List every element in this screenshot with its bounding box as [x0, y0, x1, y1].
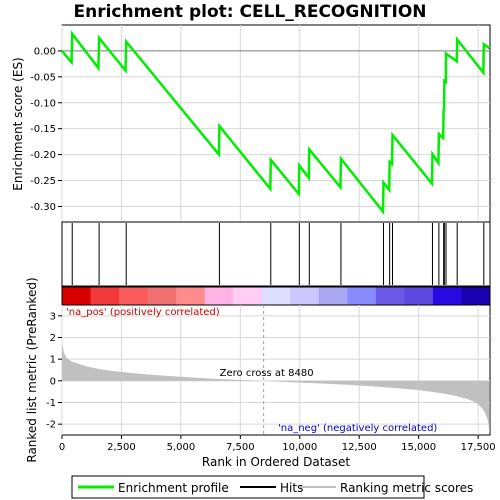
ranking-metric-area: [62, 342, 490, 434]
gradient-segment: [461, 287, 491, 305]
metric-tick-label: 2: [50, 333, 56, 344]
es-tick-label: -0.20: [30, 150, 56, 161]
metric-tick-label: 1: [50, 355, 56, 366]
gradient-segment: [90, 287, 120, 305]
metric-tick-label: 3: [50, 311, 56, 322]
gradient-segment: [147, 287, 177, 305]
gradient-segment: [404, 287, 434, 305]
zero-cross-label: Zero cross at 8480: [220, 368, 314, 379]
x-tick-label: 10,000: [282, 442, 317, 453]
gradient-segment: [318, 287, 348, 305]
metric-tick-label: -1: [46, 398, 56, 409]
hits-panel-frame: [61, 221, 491, 287]
gradient-segment: [432, 287, 462, 305]
gradient-segment: [62, 287, 92, 305]
x-axis-label: Rank in Ordered Dataset: [202, 455, 350, 469]
x-tick-label: 12,500: [342, 442, 377, 453]
ranking-gradient-bar: [62, 287, 491, 305]
metric-tick-label: 0: [50, 376, 56, 387]
gradient-segment: [204, 287, 234, 305]
positive-correlation-label: 'na_pos' (positively correlated): [66, 307, 220, 318]
gradient-segment: [347, 287, 377, 305]
es-tick-label: -0.15: [30, 124, 56, 135]
x-tick-label: 17,500: [461, 442, 496, 453]
legend-profile-label: Enrichment profile: [118, 481, 229, 495]
legend-metric-label: Ranking metric scores: [340, 481, 473, 495]
negative-correlation-label: 'na_neg' (negatively correlated): [278, 423, 437, 434]
gradient-segment: [233, 287, 263, 305]
es-tick-label: -0.25: [30, 176, 56, 187]
gradient-segment: [119, 287, 149, 305]
es-tick-label: -0.10: [30, 98, 56, 109]
chart-title: Enrichment plot: CELL_RECOGNITION: [73, 2, 426, 22]
x-tick-label: 5,000: [167, 442, 196, 453]
enrichment-profile-line: [61, 30, 491, 216]
gradient-segment: [290, 287, 320, 305]
gradient-segment: [176, 287, 206, 305]
legend-hits-label: Hits: [280, 481, 303, 495]
x-tick-label: 7,500: [226, 442, 255, 453]
es-y-axis-label: Enrichment score (ES): [11, 57, 25, 190]
es-tick-label: 0.00: [34, 46, 56, 57]
x-tick-label: 0: [59, 442, 65, 453]
gradient-segment: [261, 287, 291, 305]
x-tick-label: 2,500: [107, 442, 136, 453]
metric-tick-label: -2: [46, 420, 56, 431]
x-tick-label: 15,000: [401, 442, 436, 453]
es-tick-label: -0.30: [30, 202, 56, 213]
gradient-segment: [375, 287, 405, 305]
metric-y-axis-label: Ranked list metric (PreRanked): [25, 277, 39, 462]
es-tick-label: -0.05: [30, 72, 56, 83]
